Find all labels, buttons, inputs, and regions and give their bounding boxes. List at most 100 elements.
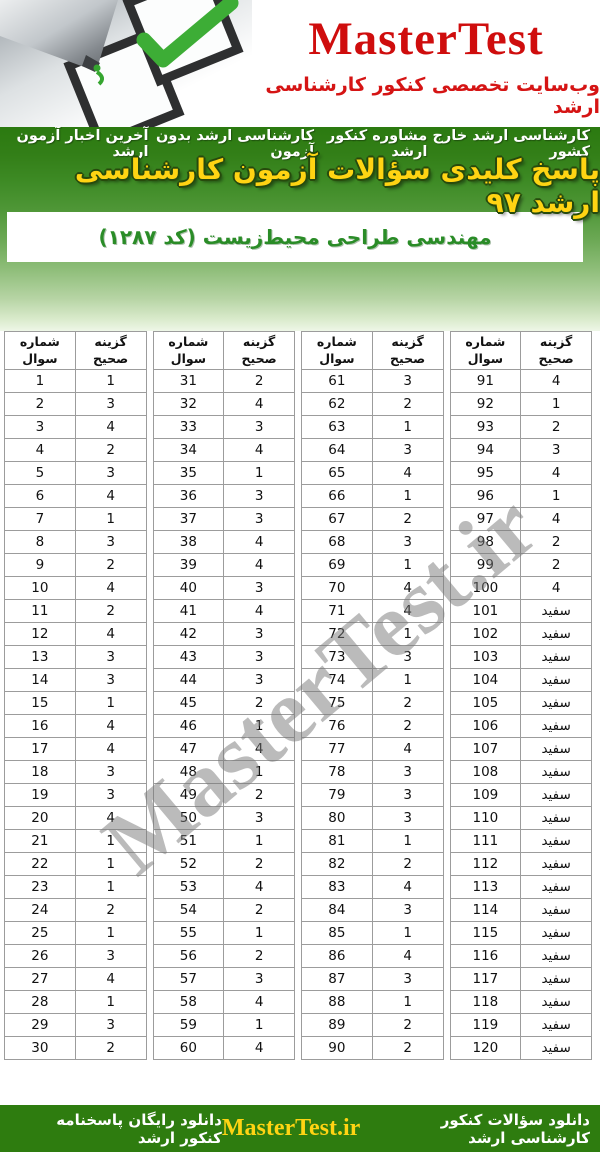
table-row: 69 1: [301, 553, 444, 577]
answer-cell: سفید: [520, 944, 592, 968]
table-row: 95 4: [449, 461, 592, 485]
question-col-header: شماره سوال: [301, 331, 373, 370]
question-cell: 20: [4, 806, 76, 830]
table-row: 44 3: [152, 668, 295, 692]
answer-cell: 1: [223, 829, 295, 853]
question-cell: 120: [449, 1036, 522, 1060]
table-row: 107 سفید: [449, 737, 592, 761]
answer-cell: 2: [371, 714, 444, 738]
question-cell: 101: [449, 599, 522, 623]
table-row: 27 4: [4, 967, 147, 991]
table-row: 28 1: [4, 990, 147, 1014]
answer-col-header: گزینه صحیح: [223, 331, 295, 370]
table-row: 104 سفید: [449, 668, 592, 692]
nav-item-no-exam[interactable]: کارشناسی ارشد بدون آزمون: [156, 127, 315, 160]
question-cell: 107: [449, 737, 522, 761]
answer-cell: سفید: [520, 714, 592, 738]
table-row: 102 سفید: [449, 622, 592, 646]
answer-cell: سفید: [520, 760, 592, 784]
answer-cell: 4: [223, 438, 295, 462]
table-row: 34 4: [152, 438, 295, 462]
answer-cell: سفید: [520, 668, 592, 692]
answer-cell: 4: [74, 484, 147, 508]
question-cell: 88: [301, 990, 373, 1014]
answer-cell: 3: [74, 1013, 147, 1037]
answer-cell: 2: [520, 530, 592, 554]
answer-cell: 2: [74, 438, 147, 462]
answer-cell: 4: [520, 461, 592, 485]
answer-cell: سفید: [520, 1036, 592, 1060]
table-row: 106 سفید: [449, 714, 592, 738]
answer-cell: 2: [520, 553, 592, 577]
answer-cell: 1: [74, 369, 147, 393]
answer-cell: 3: [371, 760, 444, 784]
table-row: 51 1: [152, 829, 295, 853]
table-row: 68 3: [301, 530, 444, 554]
answer-cell: سفید: [520, 967, 592, 991]
question-cell: 60: [152, 1036, 225, 1060]
table-row: 112 سفید: [449, 852, 592, 876]
answer-cell: 2: [223, 852, 295, 876]
question-cell: 94: [449, 438, 522, 462]
table-row: 94 3: [449, 438, 592, 462]
answer-cell: سفید: [520, 1013, 592, 1037]
answer-cell: 1: [74, 691, 147, 715]
question-cell: 27: [4, 967, 76, 991]
answer-cell: 4: [74, 714, 147, 738]
nav-item-latest-news[interactable]: آخرین اخبار آزمون ارشد: [16, 127, 149, 160]
answer-cell: 1: [223, 760, 295, 784]
site-logo[interactable]: MasterTest: [308, 12, 544, 65]
question-cell: 96: [449, 484, 522, 508]
table-row: 46 1: [152, 714, 295, 738]
pen-ink-stroke: [95, 70, 104, 86]
table-row: 101 سفید: [449, 599, 592, 623]
question-cell: 61: [301, 369, 373, 393]
question-cell: 93: [449, 415, 522, 439]
question-col-header: شماره سوال: [4, 331, 76, 370]
nav-item-abroad[interactable]: کارشناسی ارشد خارج کشور: [432, 127, 590, 160]
table-slot-q61-90: شماره سوال گزینه صحیح 61 3 62 2 63 1 64 3 65 4 66 1 67…: [301, 331, 444, 1060]
question-cell: 87: [301, 967, 373, 991]
table-row: 84 3: [301, 898, 444, 922]
answer-cell: سفید: [520, 990, 592, 1014]
table-row: 18 3: [4, 760, 147, 784]
table-row: 63 1: [301, 415, 444, 439]
answer-cell: 4: [74, 576, 147, 600]
table-row: 19 3: [4, 783, 147, 807]
answer-cell: 2: [520, 415, 592, 439]
question-cell: 83: [301, 875, 373, 899]
footer-link-download-answers[interactable]: دانلود رایگان پاسخنامه کنکور ارشد: [56, 1110, 222, 1147]
answer-cell: 1: [371, 921, 444, 945]
answer-cell: 3: [371, 530, 444, 554]
table-row: 88 1: [301, 990, 444, 1014]
table-row: 86 4: [301, 944, 444, 968]
table-row: 25 1: [4, 921, 147, 945]
footer-link-download-questions[interactable]: دانلود سؤالات کنکور کارشناسی ارشد: [440, 1110, 590, 1147]
table-row: 98 2: [449, 530, 592, 554]
question-cell: 22: [4, 852, 76, 876]
page-title: پاسخ کلیدی سؤالات آزمون کارشناسی ارشد ۹۷: [74, 153, 600, 219]
nav-item-counseling[interactable]: مشاوره کنکور ارشد: [326, 127, 428, 160]
answer-cell: 4: [74, 622, 147, 646]
question-cell: 91: [449, 369, 522, 393]
question-cell: 106: [449, 714, 522, 738]
question-col-header: شماره سوال: [152, 331, 225, 370]
answer-cell: 1: [371, 484, 444, 508]
table-row: 22 1: [4, 852, 147, 876]
table-row: 40 3: [152, 576, 295, 600]
question-cell: 32: [152, 392, 225, 416]
answer-tables: شماره سوال گزینه صحیح 1 1 2 3 3 4 4 2 5 3 6 4 7 1 8 3 9 2 10…: [4, 331, 592, 1060]
question-cell: 75: [301, 691, 373, 715]
answer-cell: 2: [74, 599, 147, 623]
table-row: 99 2: [449, 553, 592, 577]
answer-cell: 3: [223, 806, 295, 830]
answer-cell: سفید: [520, 645, 592, 669]
table-row: 65 4: [301, 461, 444, 485]
answer-cell: 2: [223, 898, 295, 922]
question-cell: 17: [4, 737, 76, 761]
answer-cell: 1: [223, 921, 295, 945]
footer-logo[interactable]: MasterTest.ir: [221, 1115, 361, 1141]
answer-cell: 1: [74, 990, 147, 1014]
